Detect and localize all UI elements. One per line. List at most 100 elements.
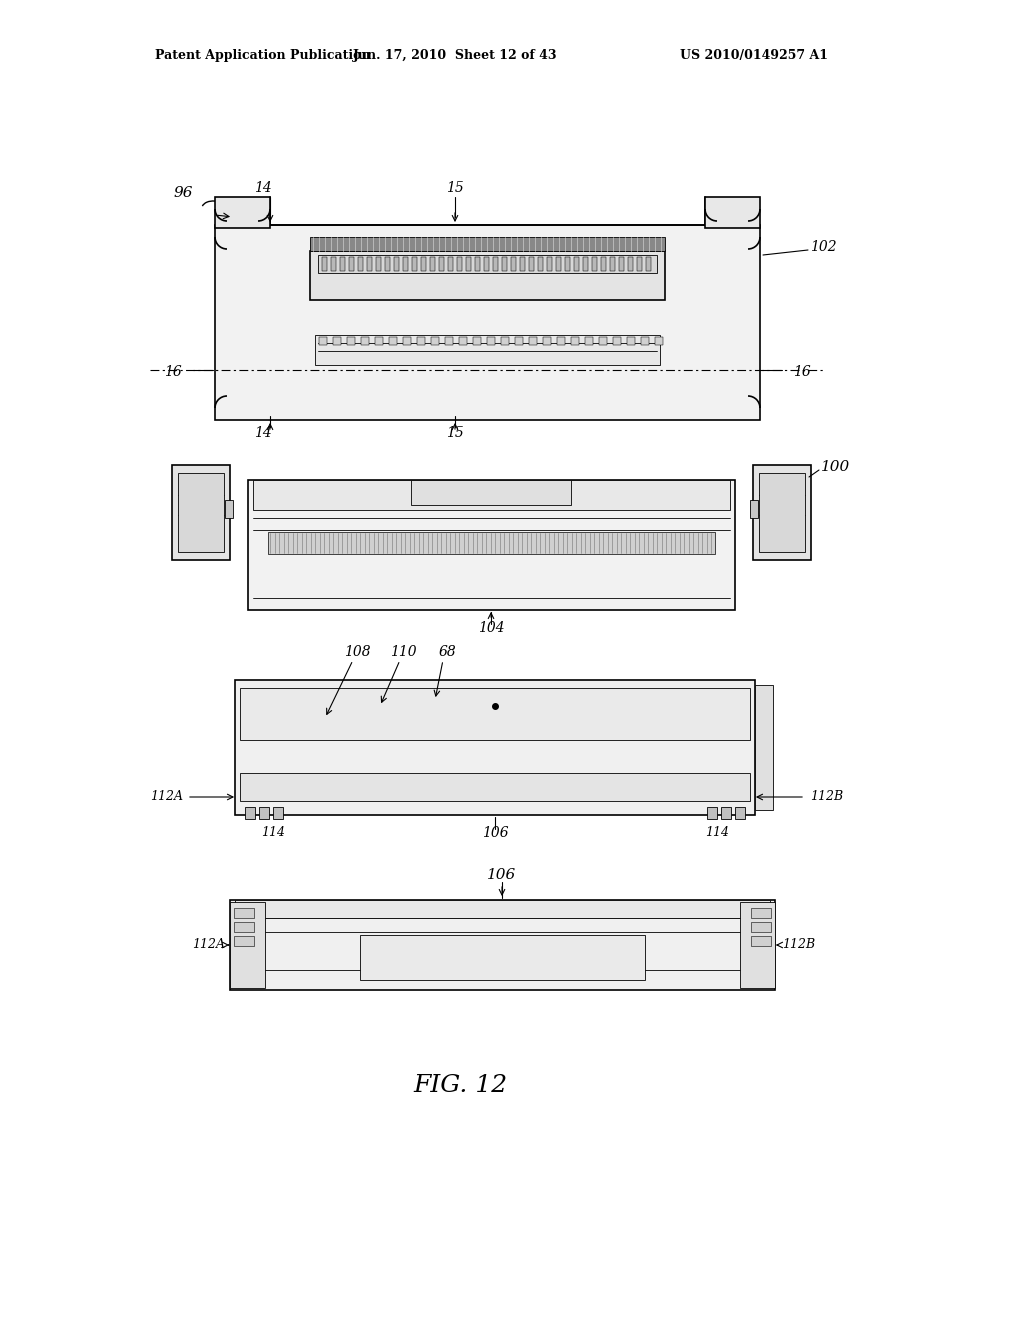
Text: 15: 15 [446,181,464,195]
Bar [319,337,327,345]
Bar [610,257,615,271]
Bar [403,257,408,271]
Bar [515,337,523,345]
Text: 16: 16 [164,366,182,379]
Bar [245,807,255,818]
Text: Patent Application Publication: Patent Application Publication [155,49,371,62]
Bar [331,257,336,271]
Bar [310,238,665,251]
Bar [484,257,489,271]
Bar [751,936,771,946]
Bar [310,251,665,300]
Text: 96: 96 [173,186,193,201]
Bar [431,337,439,345]
Bar [753,465,811,560]
Bar [230,900,775,990]
Bar [641,337,649,345]
Text: 114: 114 [705,826,729,840]
Bar [529,257,534,271]
Bar [583,257,588,271]
Text: 14: 14 [254,181,272,195]
Bar [172,465,230,560]
Bar [529,337,537,345]
Bar [253,480,730,510]
Bar [740,902,775,987]
Bar [627,337,635,345]
Bar [520,257,525,271]
Bar [655,337,663,345]
Bar [585,337,593,345]
Bar [360,935,645,979]
Bar [755,685,773,810]
Bar [599,337,607,345]
Bar [340,257,345,271]
Bar [234,936,254,946]
Bar [735,807,745,818]
Bar [215,197,270,228]
Bar [315,335,660,366]
Bar [273,807,283,818]
Text: 108: 108 [344,645,371,659]
Bar [466,257,471,271]
Bar [501,337,509,345]
Bar [240,774,750,801]
Bar [574,257,579,271]
Text: 14: 14 [254,426,272,440]
Bar [361,337,369,345]
Text: US 2010/0149257 A1: US 2010/0149257 A1 [680,49,828,62]
Bar [721,807,731,818]
Bar [230,902,265,987]
Bar [556,257,561,271]
Text: 100: 100 [821,459,850,474]
Bar [178,473,224,552]
Bar [487,337,495,345]
Text: FIG. 12: FIG. 12 [413,1073,507,1097]
Bar [333,337,341,345]
Bar [318,255,657,273]
Bar [367,257,372,271]
Text: 104: 104 [477,620,504,635]
Bar [538,257,543,271]
Bar [457,257,462,271]
Bar [394,257,399,271]
Bar [473,337,481,345]
Bar [751,921,771,932]
Bar [385,257,390,271]
Bar [601,257,606,271]
Text: 112A: 112A [193,939,225,952]
Bar [459,337,467,345]
Bar [234,680,755,814]
Bar [322,257,327,271]
Text: 106: 106 [481,826,508,840]
Bar [707,807,717,818]
Text: 106: 106 [487,869,517,882]
Text: 114: 114 [261,826,285,840]
Bar [215,224,760,420]
Text: 112B: 112B [782,939,815,952]
Bar [234,921,254,932]
Bar [557,337,565,345]
Bar [225,500,233,517]
Bar [565,257,570,271]
Text: 112A: 112A [150,791,183,804]
Bar [571,337,579,345]
Bar [592,257,597,271]
Bar [234,908,254,917]
Text: Jun. 17, 2010  Sheet 12 of 43: Jun. 17, 2010 Sheet 12 of 43 [352,49,557,62]
Text: 16: 16 [794,366,811,379]
Text: 68: 68 [438,645,456,659]
Bar [375,337,383,345]
Bar [751,908,771,917]
Bar [439,257,444,271]
Bar [759,473,805,552]
Bar [376,257,381,271]
Text: 110: 110 [390,645,417,659]
Bar [430,257,435,271]
Text: 112B: 112B [810,791,843,804]
Bar [628,257,633,271]
Bar [240,688,750,741]
Bar [646,257,651,271]
Text: 15: 15 [446,426,464,440]
Bar [618,257,624,271]
Bar [259,807,269,818]
